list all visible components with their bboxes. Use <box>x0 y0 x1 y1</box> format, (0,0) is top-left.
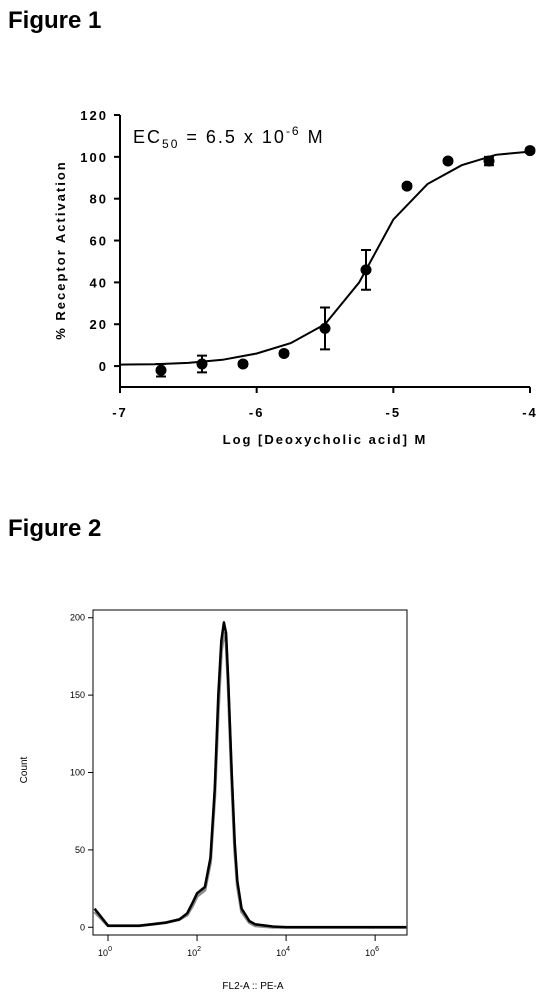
y-tick-label: 40 <box>90 275 108 290</box>
data-point <box>278 348 290 360</box>
x-tick-label: -5 <box>386 405 402 420</box>
x-axis-label: Log [Deoxycholic acid] M <box>223 432 428 447</box>
y-tick-label: 100 <box>70 768 85 778</box>
data-point <box>442 155 454 167</box>
x-tick-power: 2 <box>197 946 201 953</box>
plot-frame <box>92 609 408 936</box>
x-tick-label: -6 <box>249 405 265 420</box>
histogram-trace <box>93 631 407 929</box>
x-tick-base: 10 <box>98 948 108 958</box>
annotation-part: M <box>301 127 325 147</box>
x-tick-label: 106 <box>365 946 379 958</box>
y-tick-label: 0 <box>99 359 108 374</box>
data-point <box>360 264 372 276</box>
y-tick-label: 100 <box>80 150 108 165</box>
x-tick-power: 4 <box>286 946 290 953</box>
annotation: EC50 = 6.5 x 10-6 M <box>133 124 325 151</box>
y-axis-label: % Receptor Activation <box>53 160 68 340</box>
y-tick-label: 60 <box>90 234 108 249</box>
x-tick-power: 6 <box>375 946 379 953</box>
y-tick-label: 80 <box>90 192 108 207</box>
y-tick-label: 150 <box>70 690 85 700</box>
y-tick-label: 200 <box>70 613 85 623</box>
x-tick-label: 102 <box>187 946 201 958</box>
data-point <box>524 145 536 157</box>
y-tick-label: 20 <box>90 317 108 332</box>
x-tick-base: 10 <box>187 948 197 958</box>
data-point <box>196 358 208 370</box>
data-point <box>319 322 331 334</box>
y-tick-label: 0 <box>80 922 85 932</box>
y-axis-label: Count <box>19 756 30 783</box>
x-tick-base: 10 <box>276 948 286 958</box>
data-point <box>401 180 413 192</box>
histogram-trace <box>93 621 407 929</box>
annotation-part: = 6.5 x 10 <box>179 127 286 147</box>
annotation-part: -6 <box>286 124 301 138</box>
x-tick-label: 104 <box>276 946 290 958</box>
x-tick-label: -7 <box>112 405 128 420</box>
x-axis-label: FL2-A :: PE-A <box>222 981 283 992</box>
y-tick-label: 50 <box>75 845 85 855</box>
x-tick-base: 10 <box>365 948 375 958</box>
data-point <box>237 358 249 370</box>
annotation-part: 50 <box>162 137 179 151</box>
x-tick-label: 100 <box>98 946 112 958</box>
x-tick-power: 0 <box>108 946 112 953</box>
data-point <box>155 364 167 376</box>
y-tick-label: 120 <box>80 108 108 123</box>
data-point <box>483 155 495 167</box>
annotation-part: EC <box>133 127 162 147</box>
figure-heading: Figure 1 <box>8 7 101 34</box>
figure-heading: Figure 2 <box>8 515 101 542</box>
x-tick-label: -4 <box>522 405 538 420</box>
